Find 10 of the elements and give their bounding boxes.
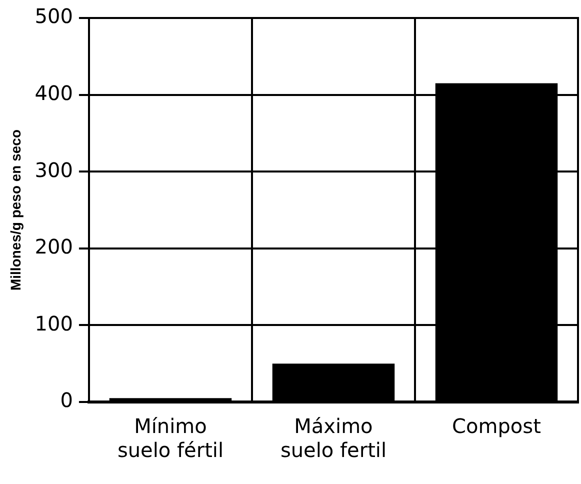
y-tick-label: 100 [34,311,73,336]
y-tick-label: 300 [34,158,73,182]
y-tick-label: 500 [34,4,73,28]
y-tick-label: 200 [34,234,73,259]
x-tick-label: Mínimo suelo fértil [117,414,224,462]
y-axis-title: Millones/g peso en seco [7,129,24,291]
y-tick-label: 0 [60,388,73,412]
x-tick-label: Máximo suelo fertil [280,414,387,462]
x-tick-label: Compost [452,414,542,438]
y-tick-label: 400 [34,81,73,106]
